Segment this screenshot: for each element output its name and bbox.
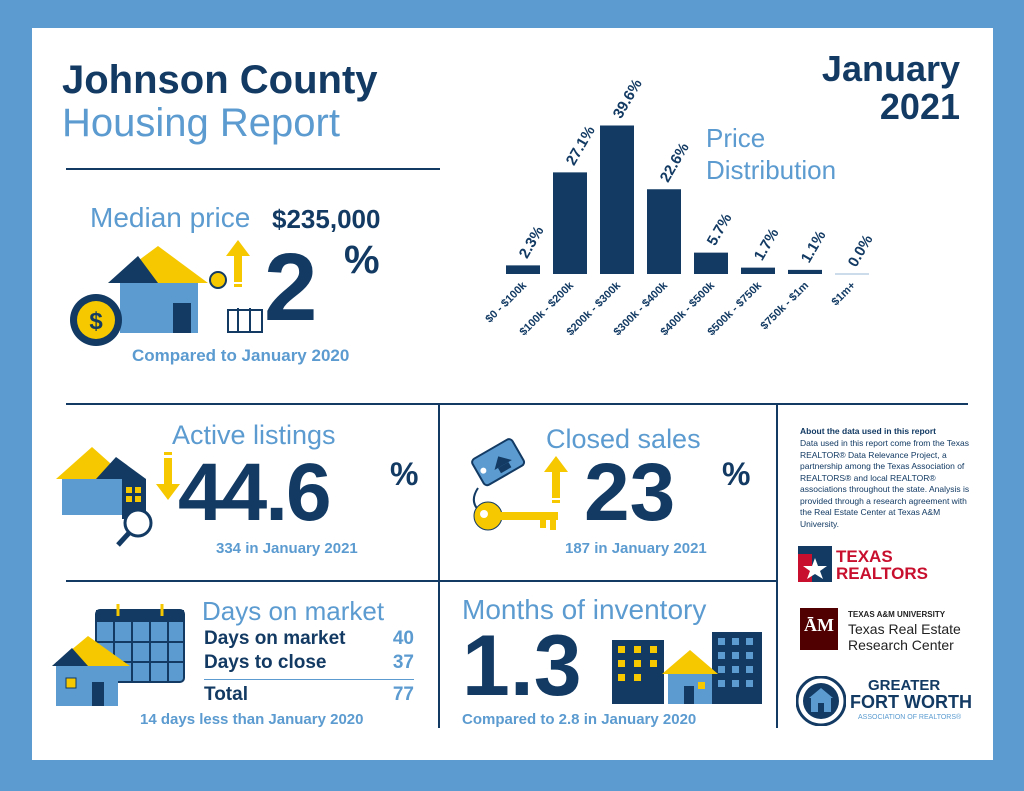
chart-value-label: 1.1%	[798, 228, 830, 266]
closed-sales-sub: 187 in January 2021	[565, 540, 707, 557]
house-dollar-icon: $	[70, 246, 263, 346]
about-data-body: Data used in this report come from the T…	[800, 438, 970, 529]
days-total-row: Total 77	[204, 684, 414, 706]
chart-category-label: $750k - $1m	[759, 279, 812, 332]
days-to-close-row-value: 37	[392, 652, 414, 673]
tamu-logo: ĀM	[800, 608, 838, 650]
days-to-close-row-label: Days to close	[204, 652, 327, 673]
report-card: Johnson County Housing Report January 20…	[32, 28, 993, 760]
median-price-label: Median price	[90, 202, 251, 233]
active-listings-sub: 334 in January 2021	[216, 540, 358, 557]
months-inventory-label: Months of inventory	[462, 594, 707, 625]
chart-bar	[694, 252, 728, 274]
key-tag-icon	[471, 438, 558, 531]
months-inventory-sub: Compared to 2.8 in January 2020	[462, 711, 697, 728]
chart-value-label: 5.7%	[704, 211, 736, 249]
up-arrow-icon	[226, 240, 250, 287]
chart-value-label: 2.3%	[516, 223, 548, 261]
days-total-row-value: 77	[392, 684, 414, 705]
closed-sales-value: 23	[584, 447, 676, 538]
vertical-divider-right	[776, 403, 778, 728]
active-listings-percent-sign: %	[390, 456, 419, 492]
down-arrow-icon	[156, 452, 180, 500]
days-on-market-row-value: 40	[392, 628, 414, 649]
greater-fort-worth-logo	[796, 676, 846, 726]
chart-bar	[788, 269, 822, 274]
up-arrow-icon-closed	[544, 456, 568, 503]
days-on-market-row: Days on market 40	[204, 628, 414, 650]
gfw-logo-line2: FORT WORTH	[850, 692, 972, 712]
title-divider	[66, 168, 440, 170]
median-change-value: 2	[264, 234, 318, 341]
months-inventory-value: 1.3	[462, 618, 582, 714]
gfw-logo-line3: ASSOCIATION OF REALTORS®	[858, 714, 962, 721]
chart-value-label: 0.0%	[845, 232, 877, 270]
median-percent-sign: %	[344, 238, 380, 282]
days-total-row-label: Total	[204, 684, 248, 705]
chart-bar	[647, 189, 681, 274]
median-price-value: $235,000	[272, 204, 381, 234]
chart-value-label: 1.7%	[751, 226, 783, 264]
gfw-logo-line1: GREATER	[868, 677, 941, 694]
closed-sales-label: Closed sales	[546, 424, 701, 454]
chart-bar	[741, 267, 775, 274]
report-title-county: Johnson County	[62, 58, 378, 102]
texas-realtors-logo-line1: TEXAS	[836, 547, 893, 566]
section-divider-top	[66, 403, 968, 405]
chart-category-label: $1m+	[830, 280, 859, 309]
chart-bar	[600, 125, 634, 274]
days-to-close-row: Days to close 37	[204, 652, 414, 674]
median-comparison: Compared to January 2020	[132, 346, 350, 365]
report-month: January	[821, 48, 960, 89]
chart-title-line2: Distribution	[706, 155, 837, 185]
days-on-market-row-label: Days on market	[204, 628, 346, 649]
report-title-subtitle: Housing Report	[62, 101, 340, 145]
texas-realtors-logo-line2: REALTORS	[836, 564, 928, 583]
active-listings-value: 44.6	[178, 447, 332, 538]
vertical-divider-left	[438, 403, 440, 728]
days-on-market-label: Days on market	[202, 596, 385, 626]
svg-text:$: $	[89, 308, 103, 335]
tamu-logo-line1: TEXAS A&M UNIVERSITY	[848, 610, 946, 619]
texas-realtors-logo	[798, 546, 832, 582]
chart-value-label: 39.6%	[610, 76, 646, 121]
section-divider-middle	[66, 580, 778, 582]
days-on-market-sub: 14 days less than January 2020	[140, 711, 364, 728]
tamu-logo-glyph: ĀM	[804, 615, 834, 635]
tamu-logo-line3: Research Center	[848, 637, 954, 653]
about-data-heading: About the data used in this report	[800, 426, 937, 436]
tamu-logo-line2: Texas Real Estate	[848, 621, 961, 637]
active-listings-label: Active listings	[172, 420, 336, 450]
chart-value-label: 27.1%	[563, 123, 599, 168]
report-year: 2021	[879, 86, 960, 127]
chart-bar	[553, 172, 587, 274]
buildings-icon	[612, 632, 762, 704]
days-total-divider	[204, 679, 414, 680]
chart-category-label: $0 - $100k	[483, 279, 529, 325]
chart-value-label: 22.6%	[657, 140, 693, 185]
closed-sales-percent-sign: %	[722, 456, 751, 492]
chart-bar	[506, 265, 540, 274]
house-search-icon	[56, 447, 153, 547]
chart-title-line1: Price	[706, 123, 766, 153]
calendar-house-icon	[52, 604, 185, 706]
